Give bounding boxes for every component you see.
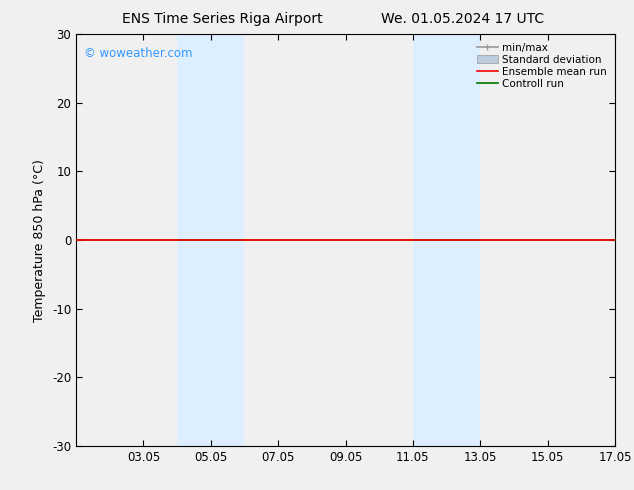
Text: ENS Time Series Riga Airport: ENS Time Series Riga Airport — [122, 12, 322, 26]
Bar — [413, 34, 446, 446]
Bar — [446, 34, 480, 446]
Y-axis label: Temperature 850 hPa (°C): Temperature 850 hPa (°C) — [34, 159, 46, 321]
Text: © woweather.com: © woweather.com — [84, 47, 193, 60]
Bar — [210, 34, 245, 446]
Text: We. 01.05.2024 17 UTC: We. 01.05.2024 17 UTC — [381, 12, 545, 26]
Bar — [177, 34, 210, 446]
Legend: min/max, Standard deviation, Ensemble mean run, Controll run: min/max, Standard deviation, Ensemble me… — [474, 40, 610, 92]
